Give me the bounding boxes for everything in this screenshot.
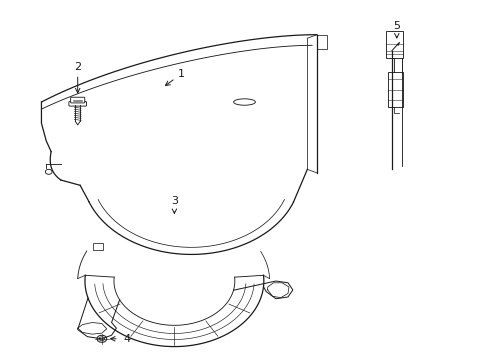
FancyBboxPatch shape [386, 31, 402, 58]
Text: 5: 5 [392, 21, 400, 38]
FancyBboxPatch shape [70, 97, 84, 103]
FancyBboxPatch shape [387, 72, 402, 107]
Text: 3: 3 [170, 196, 178, 213]
Text: 4: 4 [123, 334, 130, 344]
Ellipse shape [233, 99, 255, 105]
Bar [93, 243, 103, 250]
Text: 1: 1 [165, 69, 185, 86]
FancyBboxPatch shape [69, 102, 86, 106]
Text: 2: 2 [74, 62, 81, 93]
